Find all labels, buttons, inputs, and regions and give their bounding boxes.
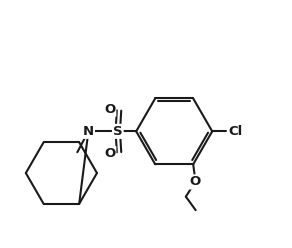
Text: O: O bbox=[104, 147, 115, 160]
Text: N: N bbox=[83, 125, 94, 138]
Text: Cl: Cl bbox=[228, 125, 242, 138]
Text: O: O bbox=[190, 175, 201, 188]
Text: S: S bbox=[113, 125, 123, 138]
Text: O: O bbox=[104, 103, 115, 116]
